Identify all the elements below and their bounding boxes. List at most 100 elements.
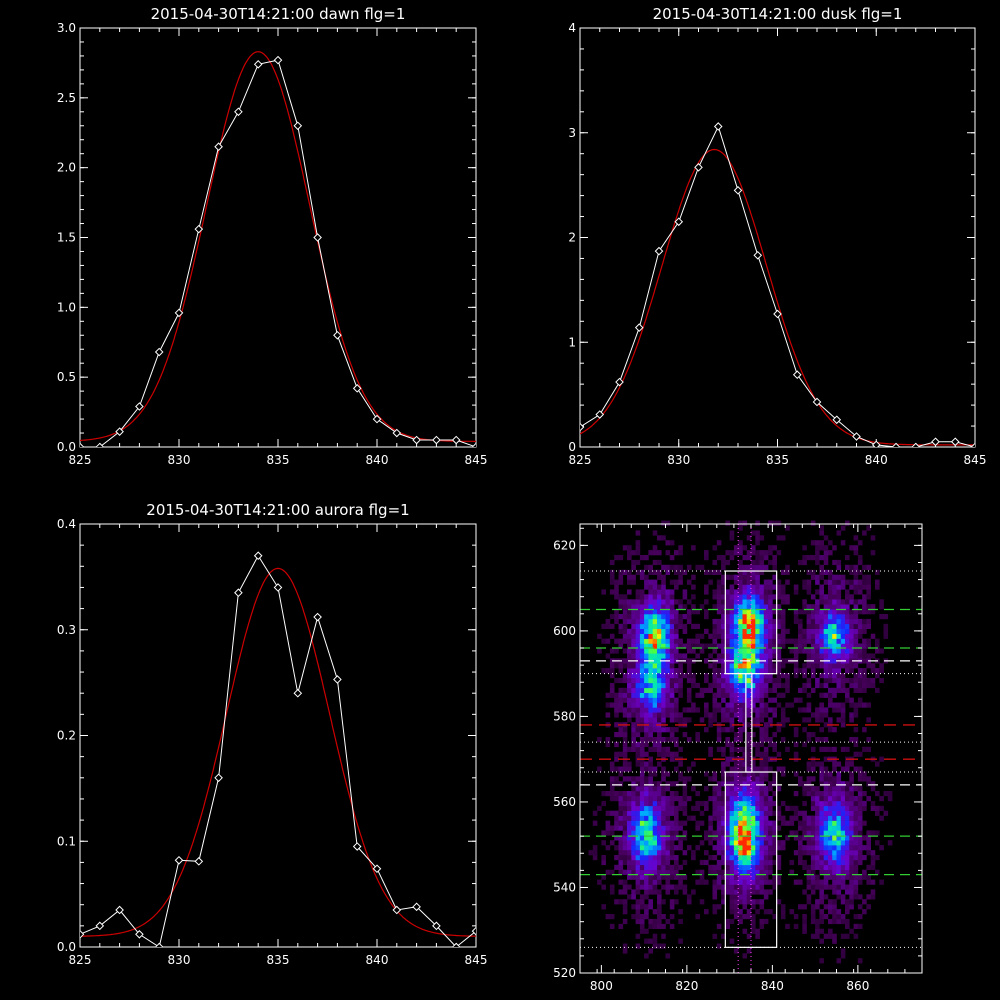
- heatmap-cell: [746, 599, 752, 605]
- heatmap-cell: [631, 668, 636, 674]
- heatmap-cell: [755, 766, 760, 772]
- heatmap-cell: [823, 594, 829, 600]
- heatmap-cell: [691, 594, 696, 600]
- heatmap-cell: [879, 756, 884, 762]
- heatmap-cell: [639, 845, 645, 851]
- heatmap-cell: [780, 673, 786, 679]
- heatmap-cell: [840, 933, 846, 939]
- heatmap-cell: [721, 859, 726, 866]
- heatmap-cell: [763, 550, 769, 556]
- heatmap-cell: [618, 594, 624, 600]
- heatmap-cell: [721, 574, 726, 580]
- heatmap-cell: [746, 766, 752, 772]
- heatmap-cell: [751, 594, 756, 600]
- heatmap-cell: [768, 737, 773, 743]
- heatmap-cell: [763, 687, 769, 693]
- heatmap-cell: [678, 618, 683, 625]
- heatmap-cell: [721, 687, 726, 693]
- heatmap-cell: [716, 815, 722, 821]
- heatmap-cell: [763, 707, 769, 713]
- heatmap-cell: [836, 628, 842, 634]
- heatmap-cell: [635, 869, 641, 875]
- heatmap-cell: [776, 879, 782, 885]
- heatmap-cell: [733, 825, 739, 831]
- heatmap-cell: [755, 604, 760, 610]
- heatmap-cell: [631, 874, 636, 880]
- heatmap-cell: [665, 648, 671, 654]
- heatmap-cell: [755, 653, 760, 659]
- heatmap-cell: [648, 564, 653, 570]
- heatmap-cell: [674, 687, 679, 693]
- heatmap-cell: [780, 766, 786, 772]
- heatmap-cell: [742, 663, 748, 669]
- heatmap-cell: [738, 914, 743, 920]
- heatmap-cell: [849, 643, 854, 649]
- heatmap-cell: [708, 569, 713, 575]
- heatmap-cell: [712, 864, 718, 870]
- heatmap-cell: [644, 786, 649, 792]
- heatmap-cell: [725, 692, 730, 698]
- heatmap-cell: [652, 771, 658, 777]
- heatmap-cell: [605, 741, 611, 748]
- heatmap-cell: [648, 579, 653, 585]
- heatmap-cell: [755, 859, 760, 866]
- heatmap-cell: [639, 874, 645, 880]
- heatmap-cell: [776, 786, 782, 792]
- heatmap-cell: [704, 712, 709, 718]
- heatmap-cell: [815, 623, 820, 629]
- heatmap-cell: [746, 776, 752, 782]
- heatmap-cell: [776, 751, 782, 757]
- heatmap-cell: [738, 717, 743, 723]
- heatmap-cell: [695, 638, 700, 644]
- heatmap-cell: [832, 668, 837, 674]
- heatmap-cell: [763, 677, 769, 684]
- heatmap-cell: [780, 914, 786, 920]
- heatmap-cell: [828, 796, 833, 802]
- heatmap-cell: [751, 717, 756, 723]
- heatmap-cell: [674, 643, 679, 649]
- heatmap-cell: [669, 884, 675, 890]
- heatmap-cell: [738, 559, 743, 566]
- heatmap-cell: [652, 845, 658, 851]
- heatmap-cell: [836, 815, 842, 821]
- heatmap-cell: [836, 786, 842, 792]
- heatmap-cell: [798, 904, 803, 910]
- heatmap-cell: [819, 899, 824, 905]
- heatmap-cell: [614, 756, 619, 762]
- heatmap-cell: [652, 677, 658, 684]
- heatmap-cell: [862, 653, 867, 659]
- heatmap-cell: [674, 579, 679, 585]
- heatmap-cell: [661, 623, 666, 629]
- heatmap-cell: [725, 643, 730, 649]
- heatmap-cell: [802, 648, 807, 654]
- heatmap-cell: [870, 864, 876, 870]
- heatmap-cell: [674, 623, 679, 629]
- heatmap-cell: [772, 879, 777, 885]
- heatmap-cell: [819, 815, 824, 821]
- heatmap-cell: [828, 574, 833, 580]
- heatmap-cell: [768, 559, 773, 566]
- heatmap-cell: [618, 677, 624, 684]
- heatmap-cell: [618, 727, 624, 733]
- heatmap-cell: [708, 815, 713, 821]
- heatmap-cell: [665, 677, 671, 684]
- heatmap-cell: [742, 653, 748, 659]
- heatmap-cell: [870, 550, 876, 556]
- data-point: [115, 427, 124, 436]
- data-point: [194, 857, 204, 866]
- heatmap-cell: [819, 766, 824, 772]
- heatmap-cell: [742, 791, 748, 797]
- heatmap-cell: [601, 840, 606, 846]
- heatmap-cell: [639, 668, 645, 674]
- heatmap-cell: [733, 805, 739, 811]
- heatmap-cell: [674, 707, 679, 713]
- heatmap-cell: [661, 776, 666, 782]
- heatmap-cell: [609, 663, 615, 669]
- heatmap-cell: [759, 845, 765, 851]
- heatmap-cell: [815, 638, 820, 644]
- heatmap-cell: [639, 894, 645, 900]
- heatmap-cell: [733, 604, 739, 610]
- heatmap-cell: [691, 604, 696, 610]
- heatmap-cell: [622, 604, 628, 610]
- heatmap-cell: [793, 697, 799, 703]
